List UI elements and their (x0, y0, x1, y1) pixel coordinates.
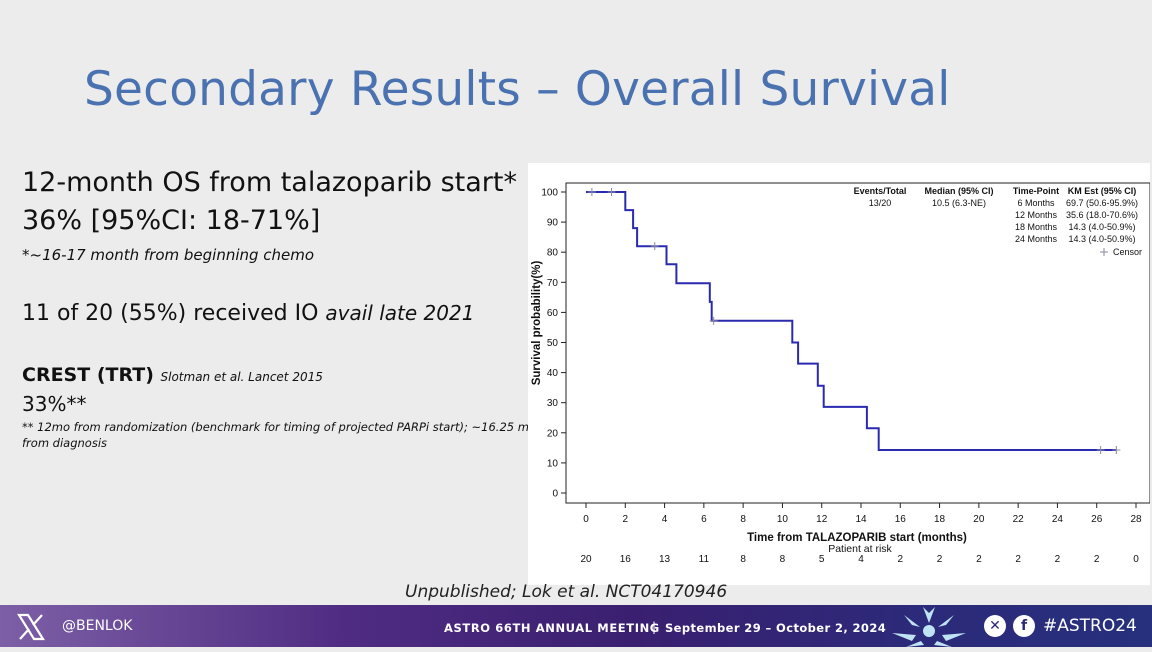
at-risk-label: Patient at risk (828, 543, 892, 555)
y-tick-label: 80 (547, 248, 559, 259)
x-tick-label: 12 (816, 514, 828, 525)
censor-mark (607, 188, 616, 196)
x-tick-label: 18 (934, 514, 946, 525)
at-risk-count: 2 (1055, 554, 1061, 565)
y-tick-label: 90 (547, 218, 559, 229)
y-tick-label: 40 (547, 368, 559, 379)
hashtag: #ASTRO24 (1043, 616, 1137, 636)
crest-label: CREST (TRT) (22, 364, 161, 386)
x-tick-label: 20 (973, 514, 985, 525)
censor-mark (650, 242, 659, 251)
io-line: 11 of 20 (55%) received IO avail late 20… (22, 301, 474, 326)
table-header: Events/Total (854, 186, 907, 196)
table-timepoint: 12 Months (1015, 210, 1058, 220)
table-median: 10.5 (6.3-NE) (932, 198, 986, 208)
io-main: 11 of 20 (55%) received IO (22, 301, 326, 326)
at-risk-count: 13 (659, 554, 671, 565)
footnote-1: ** 12mo from randomization (benchmark fo… (22, 420, 562, 434)
twitter-handle: @BENLOK (62, 618, 133, 634)
at-risk-count: 4 (858, 554, 864, 565)
astro-emblem-icon (886, 601, 972, 647)
facebook-icon: f (1013, 615, 1035, 637)
table-events: 13/20 (869, 198, 892, 208)
x-tick-label: 4 (662, 514, 668, 525)
y-tick-label: 0 (552, 489, 558, 500)
io-italic: avail late 2021 (325, 301, 475, 325)
table-header: Median (95% CI) (924, 186, 993, 196)
table-timepoint: 6 Months (1017, 198, 1055, 208)
y-tick-label: 30 (547, 398, 559, 409)
censor-mark (1096, 445, 1105, 454)
table-timepoint: 24 Months (1015, 234, 1058, 244)
table-km-est: 69.7 (50.6-95.9%) (1066, 198, 1138, 208)
table-header: KM Est (95% CI) (1068, 186, 1137, 196)
footnote-2: from diagnosis (22, 436, 108, 450)
at-risk-count: 2 (976, 554, 982, 565)
at-risk-count: 20 (580, 554, 592, 565)
censor-mark (709, 316, 718, 325)
censor-legend-label: Censor (1113, 247, 1142, 257)
at-risk-count: 2 (898, 554, 904, 565)
censor-legend-mark (1100, 248, 1108, 256)
table-timepoint: 18 Months (1015, 222, 1058, 232)
at-risk-count: 5 (819, 554, 825, 565)
x-tick-label: 16 (895, 514, 907, 525)
x-tick-label: 14 (855, 514, 867, 525)
x-axis-label: Time from TALAZOPARIB start (months) (747, 532, 967, 544)
table-header: Time-Point (1013, 186, 1059, 196)
at-risk-count: 0 (1133, 554, 1139, 565)
x-tick-label: 6 (701, 514, 707, 525)
x-tick-label: 26 (1091, 514, 1103, 525)
x-tick-label: 0 (583, 514, 589, 525)
x-tick-label: 22 (1013, 514, 1025, 525)
survival-curve (586, 191, 1117, 451)
source-citation: Unpublished; Lok et al. NCT04170946 (405, 582, 728, 602)
slide: Secondary Results – Overall Survival 12-… (22, 62, 1150, 602)
os-headline: 12-month OS from talazoparib start* (22, 167, 517, 198)
crest-ref: Slotman et al. Lancet 2015 (160, 370, 323, 384)
os-note: *~16-17 month from beginning chemo (22, 246, 315, 264)
crest-line: CREST (TRT) Slotman et al. Lancet 2015 (22, 364, 323, 386)
y-axis-label: Survival probability(%) (531, 261, 543, 386)
table-km-est: 14.3 (4.0-50.9%) (1068, 234, 1135, 244)
at-risk-count: 2 (1094, 554, 1100, 565)
y-tick-label: 100 (541, 188, 558, 199)
at-risk-count: 11 (699, 554, 710, 565)
x-tick-label: 24 (1052, 514, 1064, 525)
at-risk-count: 2 (1015, 554, 1021, 565)
x-tick-label: 2 (623, 514, 629, 525)
at-risk-count: 8 (780, 554, 786, 565)
x-tick-label: 8 (740, 514, 746, 525)
y-tick-label: 20 (547, 428, 559, 439)
censor-mark (1112, 445, 1121, 454)
x-tick-label: 28 (1130, 514, 1142, 525)
os-value: 36% [95%CI: 18-71%] (22, 205, 321, 236)
censor-mark (587, 188, 596, 196)
x-logo-icon (16, 613, 46, 641)
at-risk-count: 8 (740, 554, 746, 565)
y-tick-label: 60 (547, 308, 559, 319)
meeting-dates: September 29 – October 2, 2024 (665, 621, 887, 635)
crest-value: 33%** (22, 392, 87, 416)
x-tick-label: 10 (777, 514, 789, 525)
slide-title: Secondary Results – Overall Survival (84, 62, 951, 117)
x-social-icon: ✕ (984, 615, 1006, 637)
at-risk-count: 2 (937, 554, 943, 565)
meeting-name: ASTRO 66TH ANNUAL MEETING (444, 621, 660, 635)
y-tick-label: 70 (547, 278, 559, 289)
chart-background (528, 163, 1150, 585)
footer-bar: @BENLOK ASTRO 66TH ANNUAL MEETING | Sept… (0, 605, 1152, 647)
y-tick-label: 10 (547, 458, 559, 469)
table-km-est: 35.6 (18.0-70.6%) (1066, 210, 1138, 220)
footer-divider: | (652, 620, 657, 634)
y-tick-label: 50 (547, 338, 559, 349)
at-risk-count: 16 (620, 554, 632, 565)
table-km-est: 14.3 (4.0-50.9%) (1068, 222, 1135, 232)
